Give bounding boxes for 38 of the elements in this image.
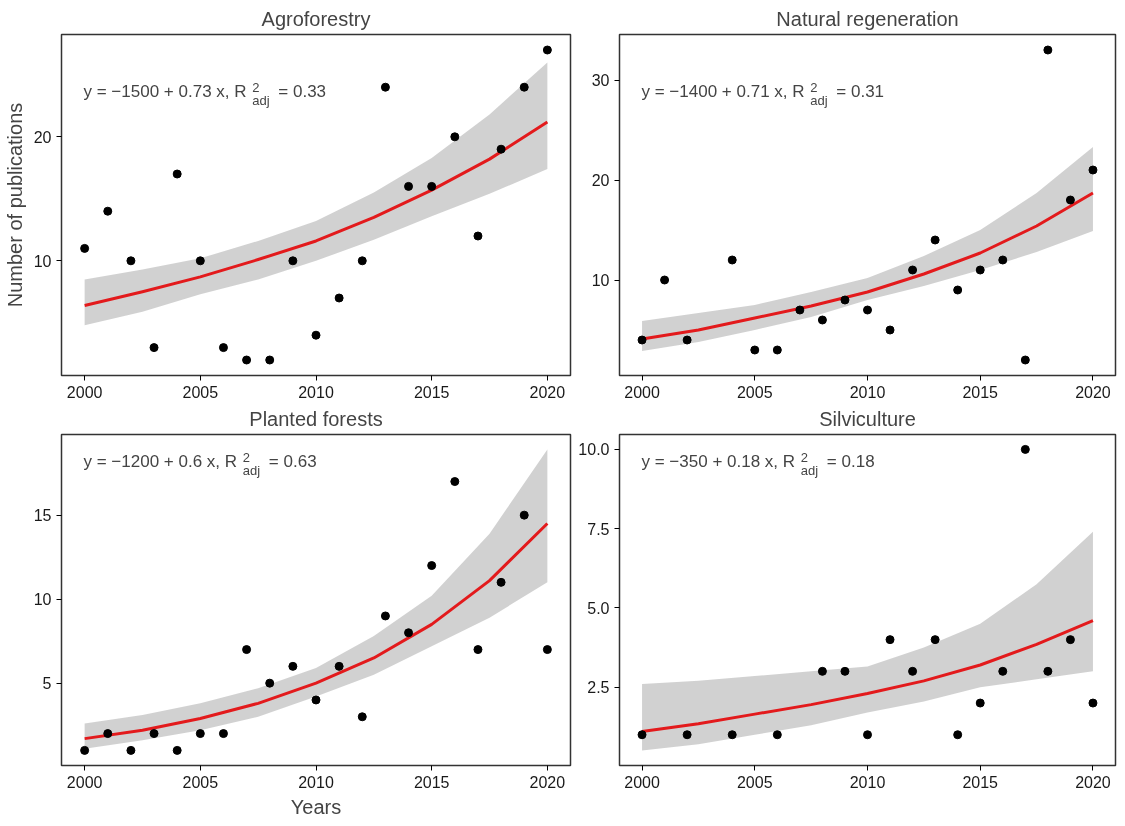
y-tick-label: 30 xyxy=(591,72,610,89)
x-tick-label: 2010 xyxy=(849,383,886,401)
y-axis-title: Number of publications xyxy=(3,102,26,308)
y-tick-label: 7.5 xyxy=(587,520,610,538)
y-tick-label: 15 xyxy=(33,507,52,525)
x-tick-label: 2020 xyxy=(529,383,566,401)
y-tick-label: 10.0 xyxy=(578,441,610,459)
x-tick-label: 2005 xyxy=(182,383,219,401)
chart-title: Agroforestry xyxy=(261,7,371,30)
x-axis-title: Years xyxy=(290,795,342,818)
y-tick-label: 10 xyxy=(33,591,52,609)
x-tick-label: 2020 xyxy=(1075,383,1111,401)
x-tick-label: 2005 xyxy=(736,383,773,401)
x-tick-label: 2015 xyxy=(962,383,999,401)
x-tick-label: 2005 xyxy=(736,773,773,791)
x-tick-label: 2015 xyxy=(962,773,999,791)
chart-title: Natural regeneration xyxy=(776,7,959,30)
x-tick-label: 2000 xyxy=(624,383,660,401)
chart-title: Planted forests xyxy=(249,407,383,430)
x-tick-label: 2010 xyxy=(298,773,334,791)
x-tick-label: 2015 xyxy=(413,773,450,791)
x-tick-label: 2000 xyxy=(624,773,660,791)
y-tick-label: 5.0 xyxy=(587,599,610,617)
x-tick-label: 2000 xyxy=(66,383,103,401)
y-tick-label: 10 xyxy=(33,252,52,270)
x-tick-label: 2020 xyxy=(529,773,566,791)
x-tick-label: 2020 xyxy=(1075,773,1111,791)
y-tick-label: 5 xyxy=(42,675,52,693)
y-tick-label: 10 xyxy=(591,272,610,289)
x-tick-label: 2010 xyxy=(298,383,334,401)
y-tick-label: 20 xyxy=(33,128,52,146)
x-tick-label: 2005 xyxy=(182,773,219,791)
x-tick-label: 2000 xyxy=(66,773,103,791)
x-tick-label: 2015 xyxy=(413,383,450,401)
chart-title: Silviculture xyxy=(819,407,916,430)
x-tick-label: 2010 xyxy=(849,773,886,791)
y-tick-label: 20 xyxy=(591,172,610,189)
y-tick-label: 2.5 xyxy=(587,679,610,697)
